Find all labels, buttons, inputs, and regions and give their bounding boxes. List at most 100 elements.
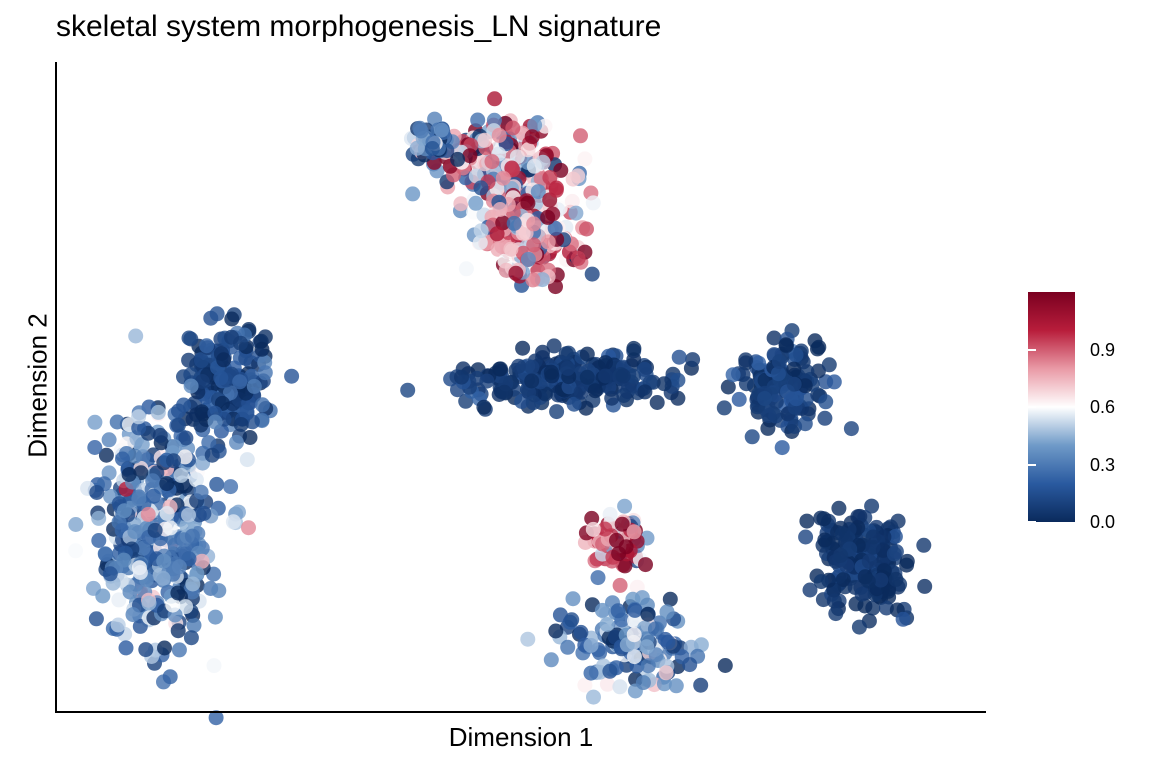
scatter-point	[637, 361, 653, 377]
scatter-point	[177, 449, 193, 465]
scatter-point	[821, 357, 837, 373]
scatter-point	[888, 571, 904, 587]
scatter-point	[599, 676, 615, 692]
scatter-point	[524, 359, 540, 375]
scatter-point	[637, 384, 653, 400]
scatter-point	[573, 384, 589, 400]
scatter-point	[549, 404, 565, 420]
scatter-point	[640, 606, 656, 622]
scatter-point	[87, 414, 103, 430]
scatter-point	[110, 617, 126, 633]
scatter-point	[131, 491, 147, 507]
scatter-point	[579, 346, 595, 362]
scatter-point	[224, 329, 239, 345]
scatter-point	[184, 528, 200, 544]
scatter-point	[852, 508, 868, 524]
scatter-point	[590, 570, 606, 586]
scatter-point	[132, 565, 148, 580]
scatter-point	[284, 368, 300, 384]
scatter-point	[472, 235, 488, 251]
scatter-point	[638, 557, 653, 573]
scatter-point	[899, 557, 915, 573]
colorbar-tick	[1028, 348, 1036, 351]
scatter-point	[604, 390, 620, 406]
scatter-point	[857, 598, 873, 614]
scatter-point	[585, 521, 601, 537]
scatter-point	[656, 676, 672, 692]
scatter-point	[91, 510, 107, 526]
scatter-point	[102, 566, 118, 582]
scatter-point	[565, 591, 581, 607]
scatter-point	[224, 311, 240, 327]
scatter-point	[813, 574, 829, 590]
scatter-point	[509, 149, 525, 165]
scatter-point	[744, 429, 760, 445]
scatter-point	[453, 196, 469, 212]
scatter-point	[233, 417, 249, 432]
scatter-point	[170, 623, 186, 639]
colorbar-tick-label: 0.3	[1090, 454, 1116, 475]
scatter-point	[520, 142, 536, 158]
scatter-point	[584, 266, 600, 282]
scatter-point	[170, 417, 186, 433]
scatter-point	[155, 570, 171, 586]
scatter-point	[87, 440, 103, 455]
scatter-point	[206, 658, 222, 674]
scatter-point	[668, 678, 684, 694]
scatter-point	[817, 532, 833, 548]
scatter-point	[496, 384, 512, 400]
scatter-point	[530, 184, 546, 200]
scatter-point	[468, 195, 484, 211]
scatter-point	[503, 241, 519, 257]
scatter-point	[583, 638, 599, 653]
scatter-point	[579, 221, 594, 237]
scatter-point	[639, 639, 655, 655]
scatter-point	[578, 400, 594, 416]
scatter-point	[647, 621, 663, 637]
scatter-point	[594, 602, 610, 618]
colorbar-tick	[1075, 348, 1083, 351]
scatter-point	[617, 558, 633, 574]
scatter-point	[165, 597, 181, 613]
scatter-point	[400, 382, 416, 398]
scatter-point	[225, 514, 241, 530]
scatter-point	[216, 352, 232, 368]
scatter-point	[156, 553, 172, 569]
scatter-point	[682, 657, 698, 673]
scatter-point	[257, 329, 273, 345]
scatter-point	[738, 352, 754, 368]
scatter-point	[239, 452, 255, 468]
scatter-point	[564, 193, 580, 209]
scatter-point	[450, 151, 466, 167]
scatter-point	[598, 355, 613, 371]
scatter-point	[547, 220, 563, 236]
scatter-point	[524, 129, 540, 145]
scatter-point	[635, 675, 651, 691]
scatter-point	[552, 607, 568, 623]
scatter-point	[405, 186, 421, 202]
scatter-point	[525, 395, 541, 411]
scatter-point	[434, 122, 449, 138]
scatter-point	[515, 225, 531, 241]
scatter-point	[543, 364, 559, 380]
scatter-point	[520, 195, 536, 211]
scatter-point	[917, 578, 933, 594]
scatter-point	[152, 427, 168, 443]
scatter-point	[89, 485, 105, 500]
scatter-point	[232, 374, 248, 390]
scatter-point	[614, 516, 630, 532]
scatter-point	[540, 209, 556, 225]
scatter-point	[520, 631, 536, 647]
scatter-point	[662, 591, 678, 607]
scatter-point	[818, 394, 834, 410]
scatter-point	[865, 529, 881, 545]
scatter-point	[166, 453, 181, 469]
scatter-point	[833, 547, 849, 563]
scatter-point	[505, 120, 521, 136]
scatter-point	[861, 553, 877, 569]
scatter-point	[131, 420, 147, 436]
scatter-point	[799, 513, 815, 529]
scatter-point	[548, 182, 564, 198]
scatter-point	[171, 559, 187, 575]
scatter-point	[535, 344, 551, 360]
